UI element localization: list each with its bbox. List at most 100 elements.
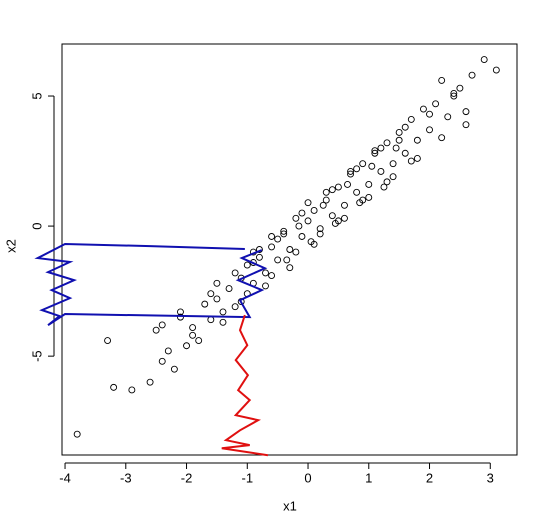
point xyxy=(316,225,324,233)
point xyxy=(380,183,388,191)
point xyxy=(158,321,166,329)
point xyxy=(450,89,458,97)
point xyxy=(322,188,330,196)
point xyxy=(426,110,433,118)
point xyxy=(274,235,282,243)
point xyxy=(392,144,400,152)
x-axis-label: x1 xyxy=(283,498,297,513)
point xyxy=(274,256,282,264)
point xyxy=(177,308,184,316)
point xyxy=(307,238,315,246)
point xyxy=(356,199,364,207)
point xyxy=(450,92,458,100)
point xyxy=(110,383,118,391)
point xyxy=(286,264,294,272)
point xyxy=(225,285,233,292)
point xyxy=(316,230,324,238)
point xyxy=(295,222,303,230)
point xyxy=(213,295,221,303)
point xyxy=(292,214,300,222)
x-tick-label: -1 xyxy=(241,470,253,485)
point xyxy=(201,300,209,308)
x-tick-label: 1 xyxy=(365,470,372,485)
point xyxy=(292,248,300,256)
point xyxy=(480,56,488,64)
point xyxy=(444,113,452,121)
point xyxy=(359,160,367,168)
y-tick-label: 5 xyxy=(29,92,44,99)
x-tick-label: 3 xyxy=(487,470,494,485)
point xyxy=(407,157,415,165)
point xyxy=(219,318,227,326)
point xyxy=(207,316,215,324)
point xyxy=(328,212,336,220)
point xyxy=(286,246,294,253)
point xyxy=(280,227,288,235)
point xyxy=(268,272,276,279)
point xyxy=(353,188,361,196)
point xyxy=(334,183,342,191)
point xyxy=(371,147,379,155)
point xyxy=(347,168,355,175)
point xyxy=(341,214,348,222)
point xyxy=(128,386,136,394)
point xyxy=(73,430,81,438)
point xyxy=(389,173,397,181)
y-axis-label: x2 xyxy=(3,239,18,253)
point xyxy=(231,303,239,311)
point xyxy=(283,256,291,264)
point xyxy=(158,357,166,365)
point xyxy=(243,261,251,269)
point xyxy=(322,196,330,204)
point xyxy=(383,178,391,186)
point xyxy=(462,121,470,129)
plot-frame xyxy=(61,43,518,456)
point xyxy=(268,243,276,251)
point xyxy=(438,76,446,84)
point xyxy=(389,160,397,168)
point xyxy=(310,207,318,214)
point xyxy=(298,209,306,217)
x-tick-label: -2 xyxy=(181,470,193,485)
point xyxy=(189,324,197,331)
point xyxy=(492,66,500,74)
point xyxy=(377,144,385,152)
point xyxy=(377,168,385,175)
point xyxy=(268,233,276,240)
point xyxy=(262,282,269,290)
point xyxy=(341,201,348,209)
point xyxy=(331,220,339,227)
point xyxy=(231,269,239,277)
point xyxy=(213,279,221,287)
point xyxy=(438,134,446,142)
point xyxy=(255,246,263,253)
point xyxy=(304,217,312,225)
point xyxy=(413,155,421,162)
point xyxy=(177,313,184,321)
point xyxy=(456,84,464,92)
point xyxy=(237,298,245,305)
y-tick-label: 0 xyxy=(29,222,44,229)
trace-line xyxy=(34,243,268,327)
point xyxy=(426,126,433,134)
point xyxy=(328,186,336,194)
point xyxy=(104,337,112,344)
point xyxy=(365,194,373,201)
x-tick-label: 2 xyxy=(426,470,433,485)
point xyxy=(298,233,306,240)
point xyxy=(207,290,215,298)
point xyxy=(395,128,403,136)
point xyxy=(407,115,415,123)
x-tick-label: 0 xyxy=(304,470,311,485)
point xyxy=(432,100,440,108)
point xyxy=(383,139,391,147)
point xyxy=(262,269,269,277)
point xyxy=(319,201,327,209)
point xyxy=(401,123,409,131)
point xyxy=(189,331,197,339)
point xyxy=(419,105,427,113)
point xyxy=(219,308,227,316)
point xyxy=(195,337,203,344)
point xyxy=(170,365,178,373)
